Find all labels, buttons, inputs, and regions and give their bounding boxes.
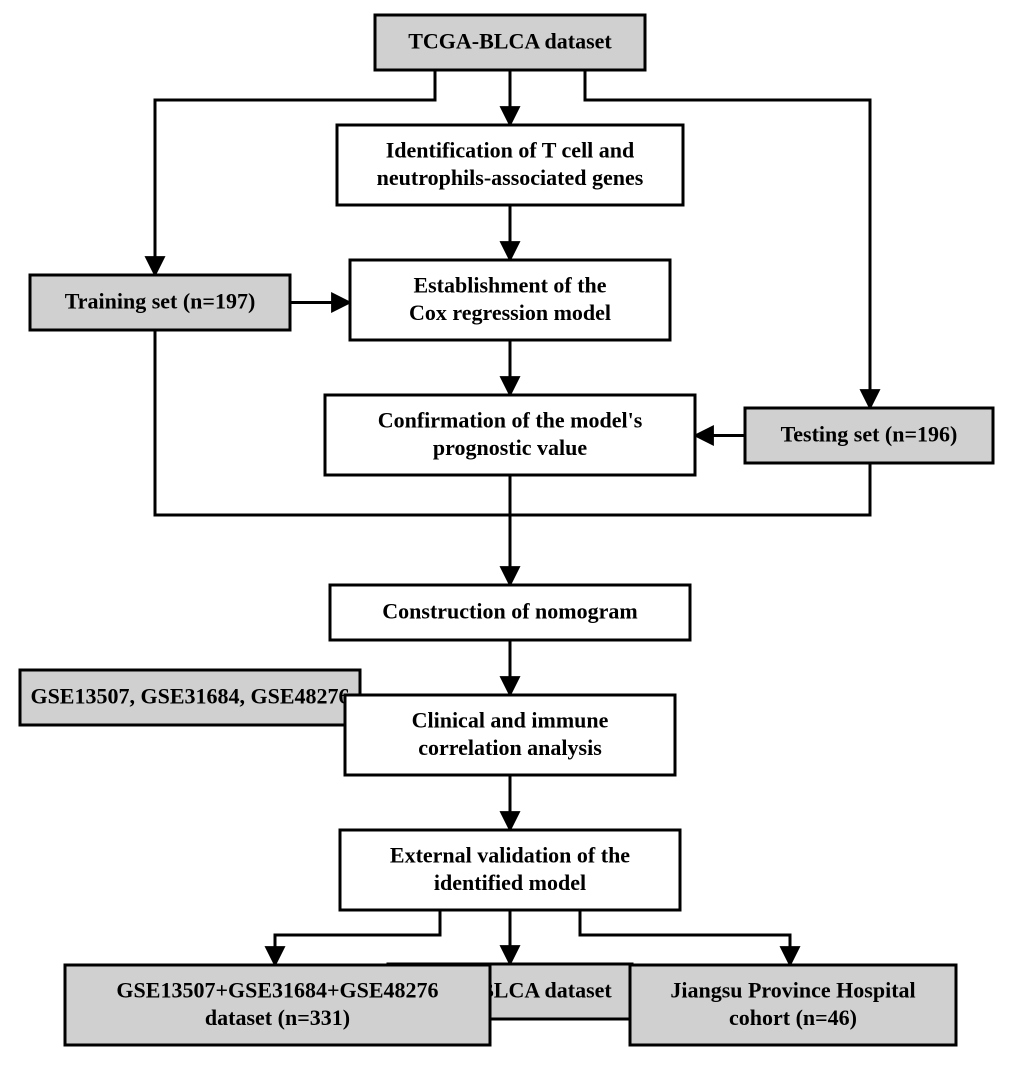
node-label: neutrophils-associated genes [377, 165, 644, 190]
flow-node-n10: GSE13507+GSE31684+GSE48276 dataset (n=331… [65, 965, 490, 1045]
edge [580, 910, 790, 965]
node-label: Establishment of the [413, 272, 606, 297]
flow-node-n8: External validation of the identified mod… [340, 830, 680, 910]
edge [275, 910, 440, 965]
flow-node-n3: Establishment of the Cox regression model [350, 260, 670, 340]
node-label: Construction of nomogram [382, 599, 637, 624]
node-label: Clinical and immune [412, 707, 609, 732]
flow-node-n5: Construction of nomogram [330, 585, 690, 640]
flow-node-n4: Confirmation of the model's prognostic va… [325, 395, 695, 475]
node-label: dataset (n=331) [205, 1005, 350, 1030]
flow-node-n1: TCGA-BLCA dataset [375, 15, 645, 70]
node-label: identified model [434, 870, 586, 895]
node-label: GSE13507, GSE31684, GSE48276 [30, 684, 349, 709]
node-label: Confirmation of the model's [378, 407, 643, 432]
node-label: External validation of the [390, 842, 630, 867]
flow-node-n6: GSE13507, GSE31684, GSE48276 [20, 670, 360, 725]
node-label: prognostic value [433, 435, 587, 460]
flow-node-n11: Jiangsu Province Hospital cohort (n=46) [630, 965, 956, 1045]
flow-node-n7: Clinical and immune correlation analysis [345, 695, 675, 775]
node-label: Cox regression model [409, 300, 611, 325]
node-label: TCGA-BLCA dataset [408, 29, 612, 54]
node-label: Testing set (n=196) [781, 422, 958, 447]
flow-node-n13: Testing set (n=196) [745, 408, 993, 463]
edge [585, 70, 870, 408]
node-label: Training set (n=197) [65, 289, 256, 314]
flow-node-n12: Training set (n=197) [30, 275, 290, 330]
node-label: cohort (n=46) [729, 1005, 857, 1030]
node-label: GSE13507+GSE31684+GSE48276 [116, 977, 438, 1002]
node-label: Jiangsu Province Hospital [670, 977, 915, 1002]
node-label: Identification of T cell and [386, 137, 635, 162]
flow-node-n2: Identification of T cell and neutrophils-… [337, 125, 683, 205]
node-label: correlation analysis [418, 735, 602, 760]
